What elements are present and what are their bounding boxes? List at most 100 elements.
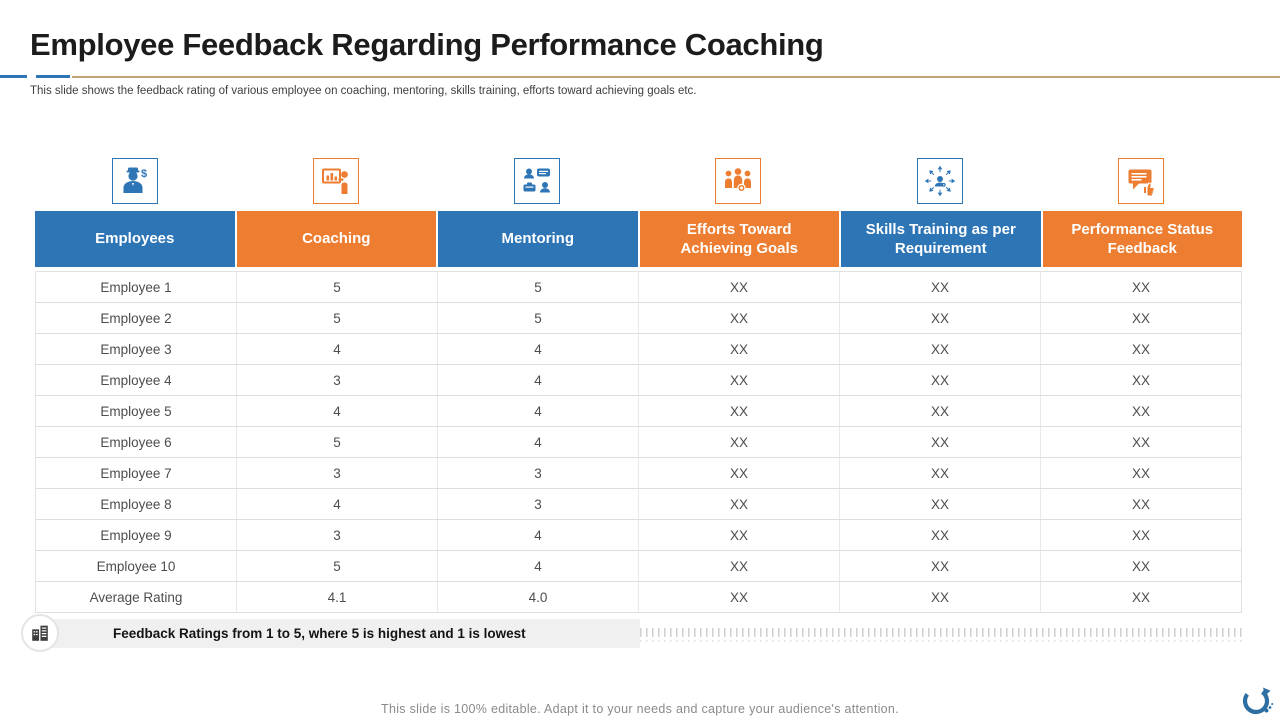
rating-cell: XX [1131, 589, 1150, 605]
rating-cell: 3 [237, 520, 438, 550]
rating-cell: 4 [438, 334, 639, 364]
title-underline-blue-segment [36, 75, 70, 78]
column-header-coaching: Coaching [236, 211, 436, 267]
rating-cell: 5 [438, 272, 639, 302]
row-label: Employee 4 [36, 365, 237, 395]
rating-cell: 5 [237, 272, 438, 302]
rating-cell: XX [1131, 527, 1150, 543]
rating-cell: XX [840, 582, 1041, 612]
row-label: Employee 2 [36, 303, 237, 333]
row-label: Employee 3 [36, 334, 237, 364]
rating-cell: XX [1131, 434, 1150, 450]
mentoring-conversation-icon [514, 158, 560, 204]
rating-cell: XX [840, 520, 1041, 550]
worker-dollar-icon: $ [112, 158, 158, 204]
rating-cell: 4.1 [237, 582, 438, 612]
rating-cell: XX [840, 396, 1041, 426]
dotted-divider [640, 640, 1242, 642]
row-label: Employee 8 [36, 489, 237, 519]
table-row: Average Rating 4.1 4.0 XX XX XX [36, 582, 1241, 613]
table-row: Employee 7 3 3 XX XX XX [36, 458, 1241, 489]
rating-cell: 3 [237, 365, 438, 395]
rating-cell: XX [1131, 310, 1150, 326]
title-underline-blue-segment [0, 75, 27, 78]
coaching-presentation-icon [313, 158, 359, 204]
column-header-performance-status: Performance Status Feedback [1042, 211, 1242, 267]
rating-cell: 4 [438, 551, 639, 581]
column-header-skills-training: Skills Training as per Requirement [841, 211, 1041, 267]
title-underline-tan [72, 76, 1280, 78]
row-label: Employee 9 [36, 520, 237, 550]
rating-cell: 4 [237, 489, 438, 519]
rating-cell: 3 [438, 458, 639, 488]
rating-cell: XX [840, 489, 1041, 519]
rating-cell: 3 [237, 458, 438, 488]
rating-cell: XX [840, 272, 1041, 302]
table-row: Employee 5 4 4 XX XX XX [36, 396, 1241, 427]
rating-cell: 4 [438, 396, 639, 426]
circular-arrow-logo-icon [1240, 684, 1274, 718]
feedback-table: Employees Coaching Mentoring Efforts Tow… [35, 211, 1242, 613]
column-header-employees: Employees [35, 211, 235, 267]
table-row: Employee 10 5 4 XX XX XX [36, 551, 1241, 582]
feedback-thumbs-up-icon [1118, 158, 1164, 204]
table-body: Employee 1 5 5 XX XX XX Employee 2 5 5 XX XX XX Empl… [35, 271, 1242, 613]
row-label: Employee 10 [36, 551, 237, 581]
svg-text:$: $ [141, 168, 147, 180]
slide-subtitle: This slide shows the feedback rating of … [30, 85, 697, 97]
rating-cell: XX [639, 427, 840, 457]
rating-cell: 4 [438, 427, 639, 457]
rating-cell: XX [1131, 496, 1150, 512]
rating-cell: XX [1131, 372, 1150, 388]
rating-cell: XX [639, 458, 840, 488]
rating-cell: 5 [237, 427, 438, 457]
rating-cell: XX [639, 272, 840, 302]
table-header-row: Employees Coaching Mentoring Efforts Tow… [35, 211, 1242, 267]
rating-cell: XX [1131, 279, 1150, 295]
rating-cell: 4.0 [438, 582, 639, 612]
table-row: Employee 9 3 4 XX XX XX [36, 520, 1241, 551]
table-row: Employee 4 3 4 XX XX XX [36, 365, 1241, 396]
rating-cell: XX [840, 551, 1041, 581]
table-row: Employee 1 5 5 XX XX XX [36, 272, 1241, 303]
rating-cell: 5 [237, 303, 438, 333]
table-row: Employee 3 4 4 XX XX XX [36, 334, 1241, 365]
rating-cell: XX [639, 551, 840, 581]
footer-note-bar: Feedback Ratings from 1 to 5, where 5 is… [35, 619, 640, 648]
rating-cell: 3 [438, 489, 639, 519]
rating-cell: XX [639, 489, 840, 519]
skills-direction-icon [917, 158, 963, 204]
rating-cell: XX [1131, 341, 1150, 357]
column-header-mentoring: Mentoring [438, 211, 638, 267]
row-label: Average Rating [36, 582, 237, 612]
row-label: Employee 6 [36, 427, 237, 457]
rating-cell: XX [840, 334, 1041, 364]
rating-cell: 5 [438, 303, 639, 333]
rating-cell: 4 [237, 334, 438, 364]
rating-cell: XX [840, 303, 1041, 333]
rating-cell: XX [840, 365, 1041, 395]
row-label: Employee 7 [36, 458, 237, 488]
rating-cell: XX [840, 458, 1041, 488]
column-header-efforts: Efforts Toward Achieving Goals [639, 211, 839, 267]
table-row: Employee 6 5 4 XX XX XX [36, 427, 1241, 458]
rating-cell: 4 [438, 365, 639, 395]
table-row: Employee 8 4 3 XX XX XX [36, 489, 1241, 520]
rating-cell: XX [639, 396, 840, 426]
rating-cell: XX [639, 365, 840, 395]
team-achievement-icon [715, 158, 761, 204]
rating-cell: XX [639, 334, 840, 364]
row-label: Employee 1 [36, 272, 237, 302]
rating-cell: XX [840, 427, 1041, 457]
editable-note: This slide is 100% editable. Adapt it to… [381, 702, 899, 716]
rating-cell: XX [1131, 403, 1150, 419]
rating-cell: XX [639, 582, 840, 612]
rating-cell: 5 [237, 551, 438, 581]
row-label: Employee 5 [36, 396, 237, 426]
rating-cell: XX [1131, 558, 1150, 574]
footer-note-text: Feedback Ratings from 1 to 5, where 5 is… [113, 626, 526, 641]
rating-cell: XX [639, 520, 840, 550]
rating-cell: XX [1131, 465, 1150, 481]
page-title: Employee Feedback Regarding Performance … [30, 27, 824, 62]
